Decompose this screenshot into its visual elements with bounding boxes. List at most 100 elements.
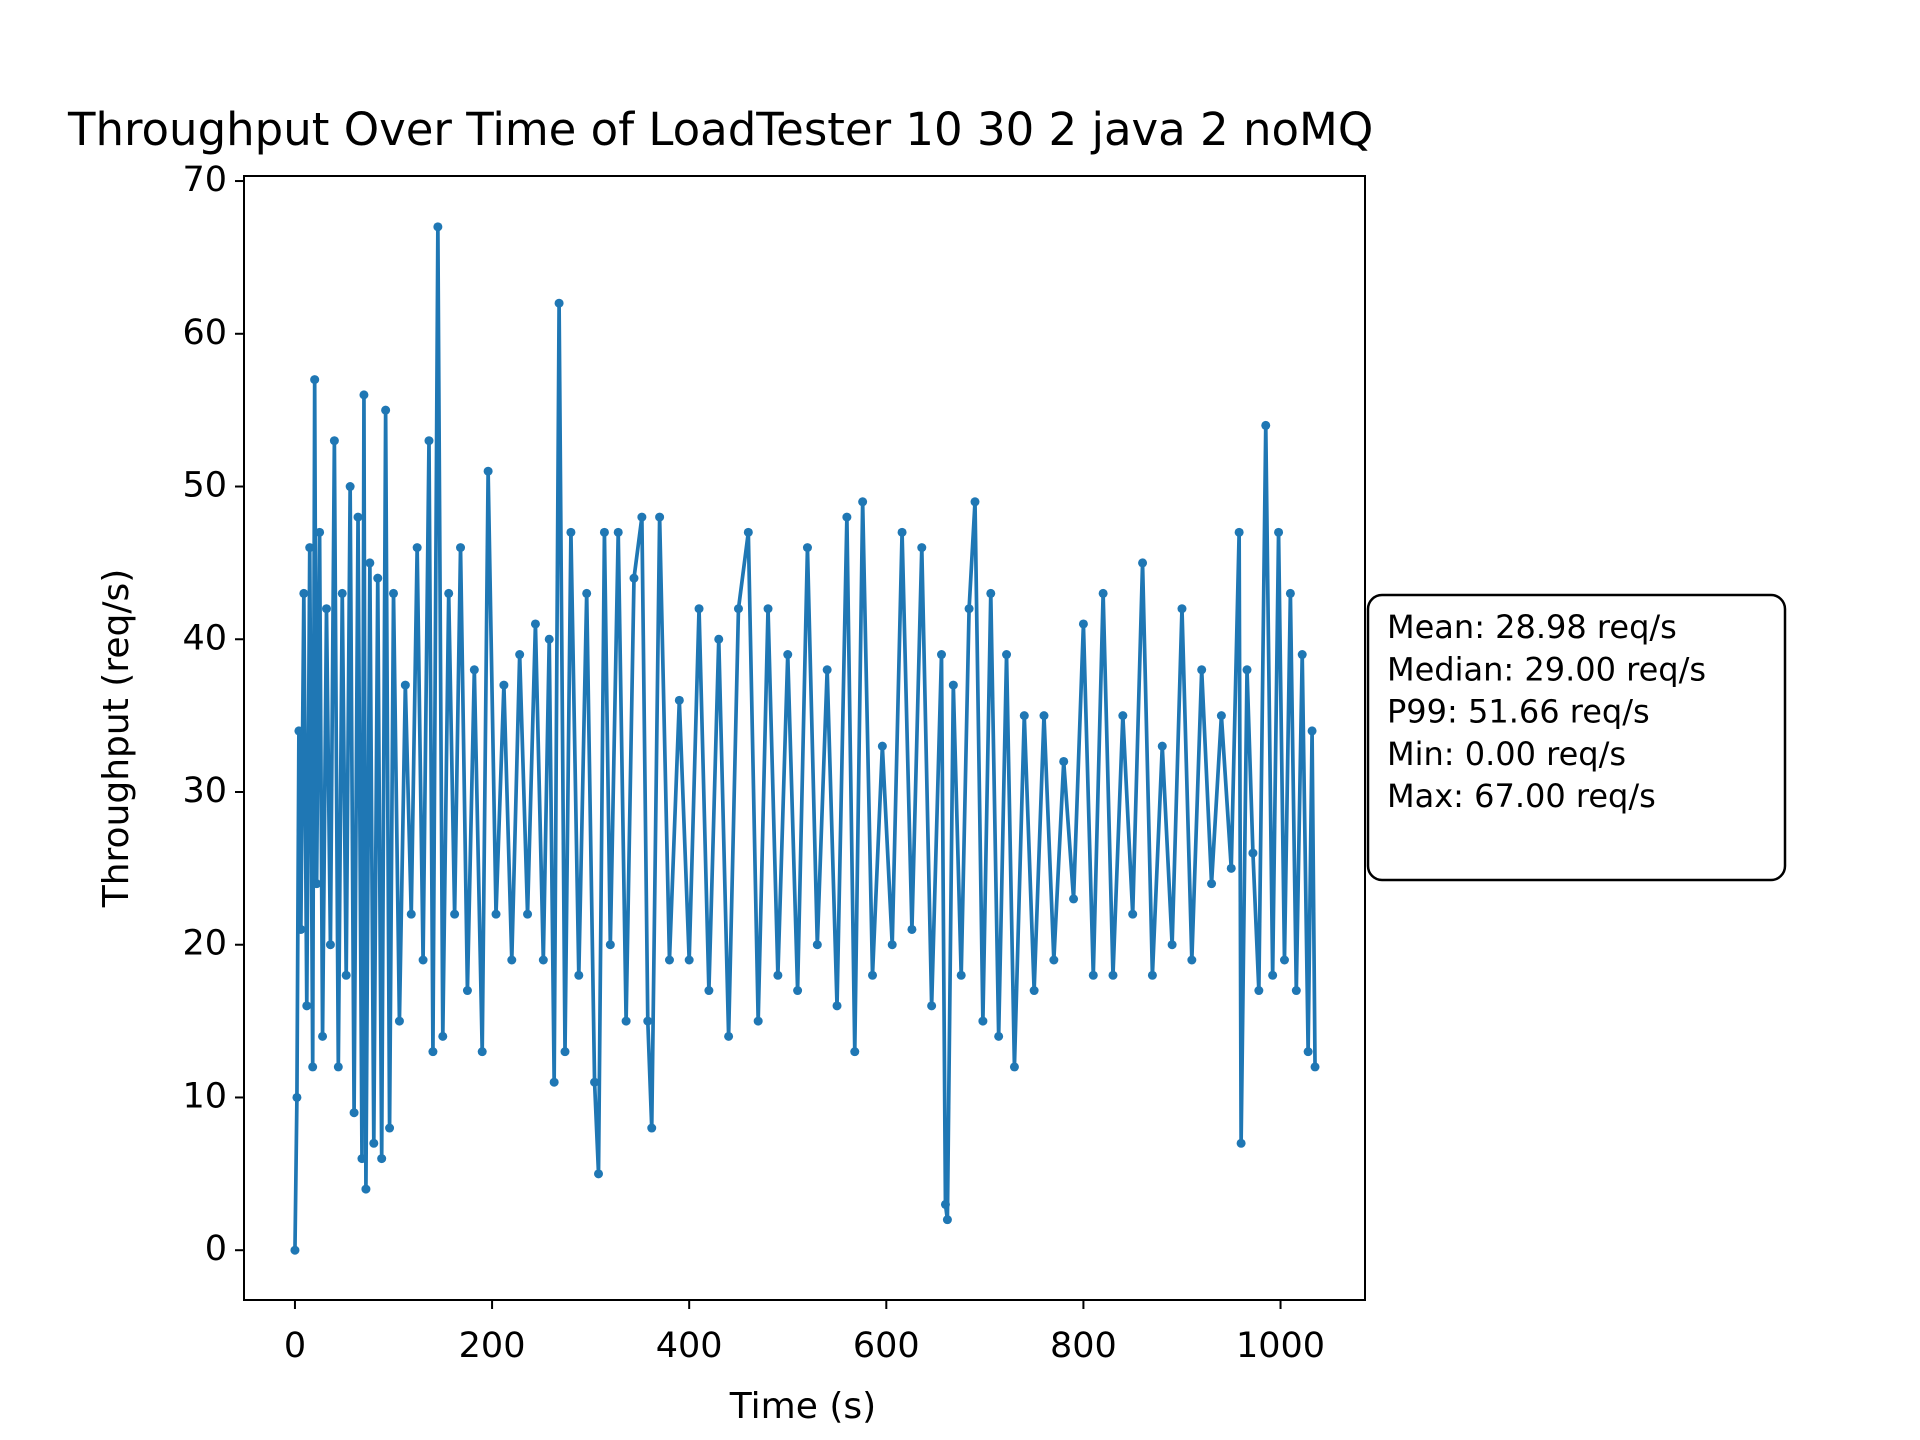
data-point xyxy=(986,588,996,598)
data-point xyxy=(978,1016,988,1026)
data-point xyxy=(333,1062,343,1072)
data-point xyxy=(842,512,852,522)
data-point xyxy=(530,619,540,629)
data-point xyxy=(1039,711,1049,721)
x-tick-label: 1000 xyxy=(1236,1326,1325,1366)
annotation-line: Mean: 28.98 req/s xyxy=(1387,608,1677,646)
data-point xyxy=(753,1016,763,1026)
data-point xyxy=(554,298,564,308)
y-axis-label: Throughput (req/s) xyxy=(96,569,137,909)
data-point xyxy=(538,955,548,965)
data-point xyxy=(613,527,623,537)
data-point xyxy=(897,527,907,537)
data-point xyxy=(1002,650,1012,660)
data-point xyxy=(594,1169,604,1179)
data-point xyxy=(1226,863,1236,873)
data-point xyxy=(1138,558,1148,568)
data-point xyxy=(907,924,917,934)
data-point xyxy=(341,970,351,980)
data-point xyxy=(329,436,339,446)
data-point xyxy=(1157,741,1167,751)
data-point xyxy=(353,512,363,522)
data-point xyxy=(412,543,422,553)
y-tick-label: 60 xyxy=(182,313,227,353)
data-point xyxy=(292,1092,302,1102)
data-point xyxy=(544,634,554,644)
data-point xyxy=(1261,420,1271,430)
data-point xyxy=(773,970,783,980)
data-point xyxy=(1049,955,1059,965)
data-point xyxy=(321,604,331,614)
data-point xyxy=(1274,527,1284,537)
data-point xyxy=(1307,726,1317,736)
annotation-line: Min: 0.00 req/s xyxy=(1387,735,1626,773)
data-point xyxy=(357,1154,367,1164)
data-point xyxy=(763,604,773,614)
data-point xyxy=(296,924,306,934)
x-tick-label: 600 xyxy=(853,1326,920,1366)
data-point xyxy=(1078,619,1088,629)
data-point xyxy=(337,588,347,598)
data-point xyxy=(1108,970,1118,980)
y-tick-label: 10 xyxy=(182,1076,227,1116)
data-point xyxy=(1291,986,1301,996)
data-point xyxy=(621,1016,631,1026)
data-point xyxy=(389,588,399,598)
data-point xyxy=(802,543,812,553)
data-point xyxy=(714,634,724,644)
data-point xyxy=(1310,1062,1320,1072)
data-point xyxy=(970,497,980,507)
data-point xyxy=(1254,986,1264,996)
series-line xyxy=(293,225,1317,1251)
data-point xyxy=(302,1001,312,1011)
data-point xyxy=(942,1215,952,1225)
data-point xyxy=(385,1123,395,1133)
data-point xyxy=(345,482,355,492)
data-point xyxy=(936,650,946,660)
data-point xyxy=(887,940,897,950)
data-point xyxy=(1279,955,1289,965)
data-point xyxy=(684,955,694,965)
data-point xyxy=(877,741,887,751)
data-point xyxy=(462,986,472,996)
data-point xyxy=(1098,588,1108,598)
data-point xyxy=(1088,970,1098,980)
data-point xyxy=(1216,711,1226,721)
data-point xyxy=(850,1047,860,1057)
data-point xyxy=(637,512,647,522)
data-point xyxy=(964,604,974,614)
data-point xyxy=(369,1138,379,1148)
x-tick-label: 400 xyxy=(656,1326,723,1366)
data-point xyxy=(927,1001,937,1011)
data-point xyxy=(822,665,832,675)
data-point xyxy=(294,726,304,736)
data-point xyxy=(783,650,793,660)
annotation-line: Max: 67.00 req/s xyxy=(1387,777,1656,815)
data-point xyxy=(1248,848,1258,858)
data-point xyxy=(325,940,335,950)
data-point xyxy=(499,680,509,690)
data-point xyxy=(1009,1062,1019,1072)
data-point xyxy=(940,1199,950,1209)
data-point xyxy=(406,909,416,919)
data-point xyxy=(438,1031,448,1041)
x-tick-label: 0 xyxy=(284,1326,306,1366)
data-point xyxy=(394,1016,404,1026)
data-point xyxy=(566,527,576,537)
data-point xyxy=(1029,986,1039,996)
data-point xyxy=(483,466,493,476)
data-point xyxy=(599,527,609,537)
data-point xyxy=(1187,955,1197,965)
data-point xyxy=(361,1184,371,1194)
data-point xyxy=(318,1031,328,1041)
data-point xyxy=(1019,711,1029,721)
data-point xyxy=(1297,650,1307,660)
plot-frame xyxy=(243,175,1366,1301)
data-point xyxy=(704,986,714,996)
y-tick-label: 20 xyxy=(182,924,227,964)
data-point xyxy=(560,1047,570,1057)
data-point xyxy=(956,970,966,980)
y-tick-label: 30 xyxy=(182,771,227,811)
data-point xyxy=(424,436,434,446)
data-point xyxy=(305,543,315,553)
